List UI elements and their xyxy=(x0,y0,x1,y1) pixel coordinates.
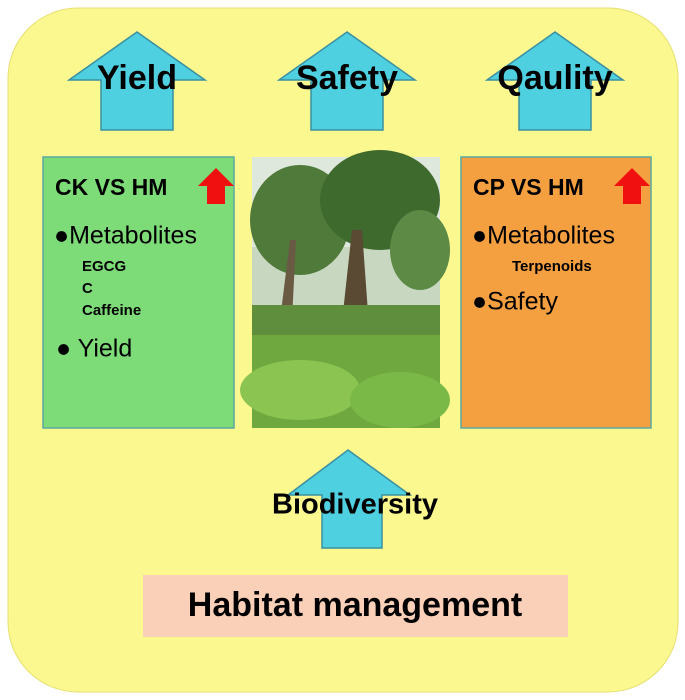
panel-item: ●Safety xyxy=(472,288,558,316)
base-box xyxy=(143,575,568,637)
top-label: Qaulity xyxy=(497,59,612,97)
panel-sub-item: C xyxy=(82,280,93,297)
base-label: Habitat management xyxy=(188,586,522,624)
up-arrow xyxy=(276,31,418,131)
bottom-label: Biodiversity xyxy=(272,489,438,521)
up-arrow xyxy=(484,31,626,131)
panel-title: CP VS HM xyxy=(473,174,584,200)
panel-item: ● Yield xyxy=(56,335,132,363)
top-label: Safety xyxy=(296,59,398,97)
red-up-arrow xyxy=(198,168,234,204)
red-up-arrow xyxy=(614,168,650,204)
up-arrow xyxy=(66,31,208,131)
tea-garden-photo xyxy=(240,150,450,428)
right-panel xyxy=(460,156,652,429)
panel-sub-item: Caffeine xyxy=(82,302,141,319)
panel-sub-item: Terpenoids xyxy=(512,258,592,275)
left-panel xyxy=(42,156,235,429)
panel-heading: ●Metabolites xyxy=(472,222,615,250)
panel-sub-item: EGCG xyxy=(82,258,126,275)
top-label: Yield xyxy=(97,59,177,97)
up-arrow xyxy=(285,449,413,549)
panel-heading: ●Metabolites xyxy=(54,222,197,250)
panel-title: CK VS HM xyxy=(55,174,167,200)
